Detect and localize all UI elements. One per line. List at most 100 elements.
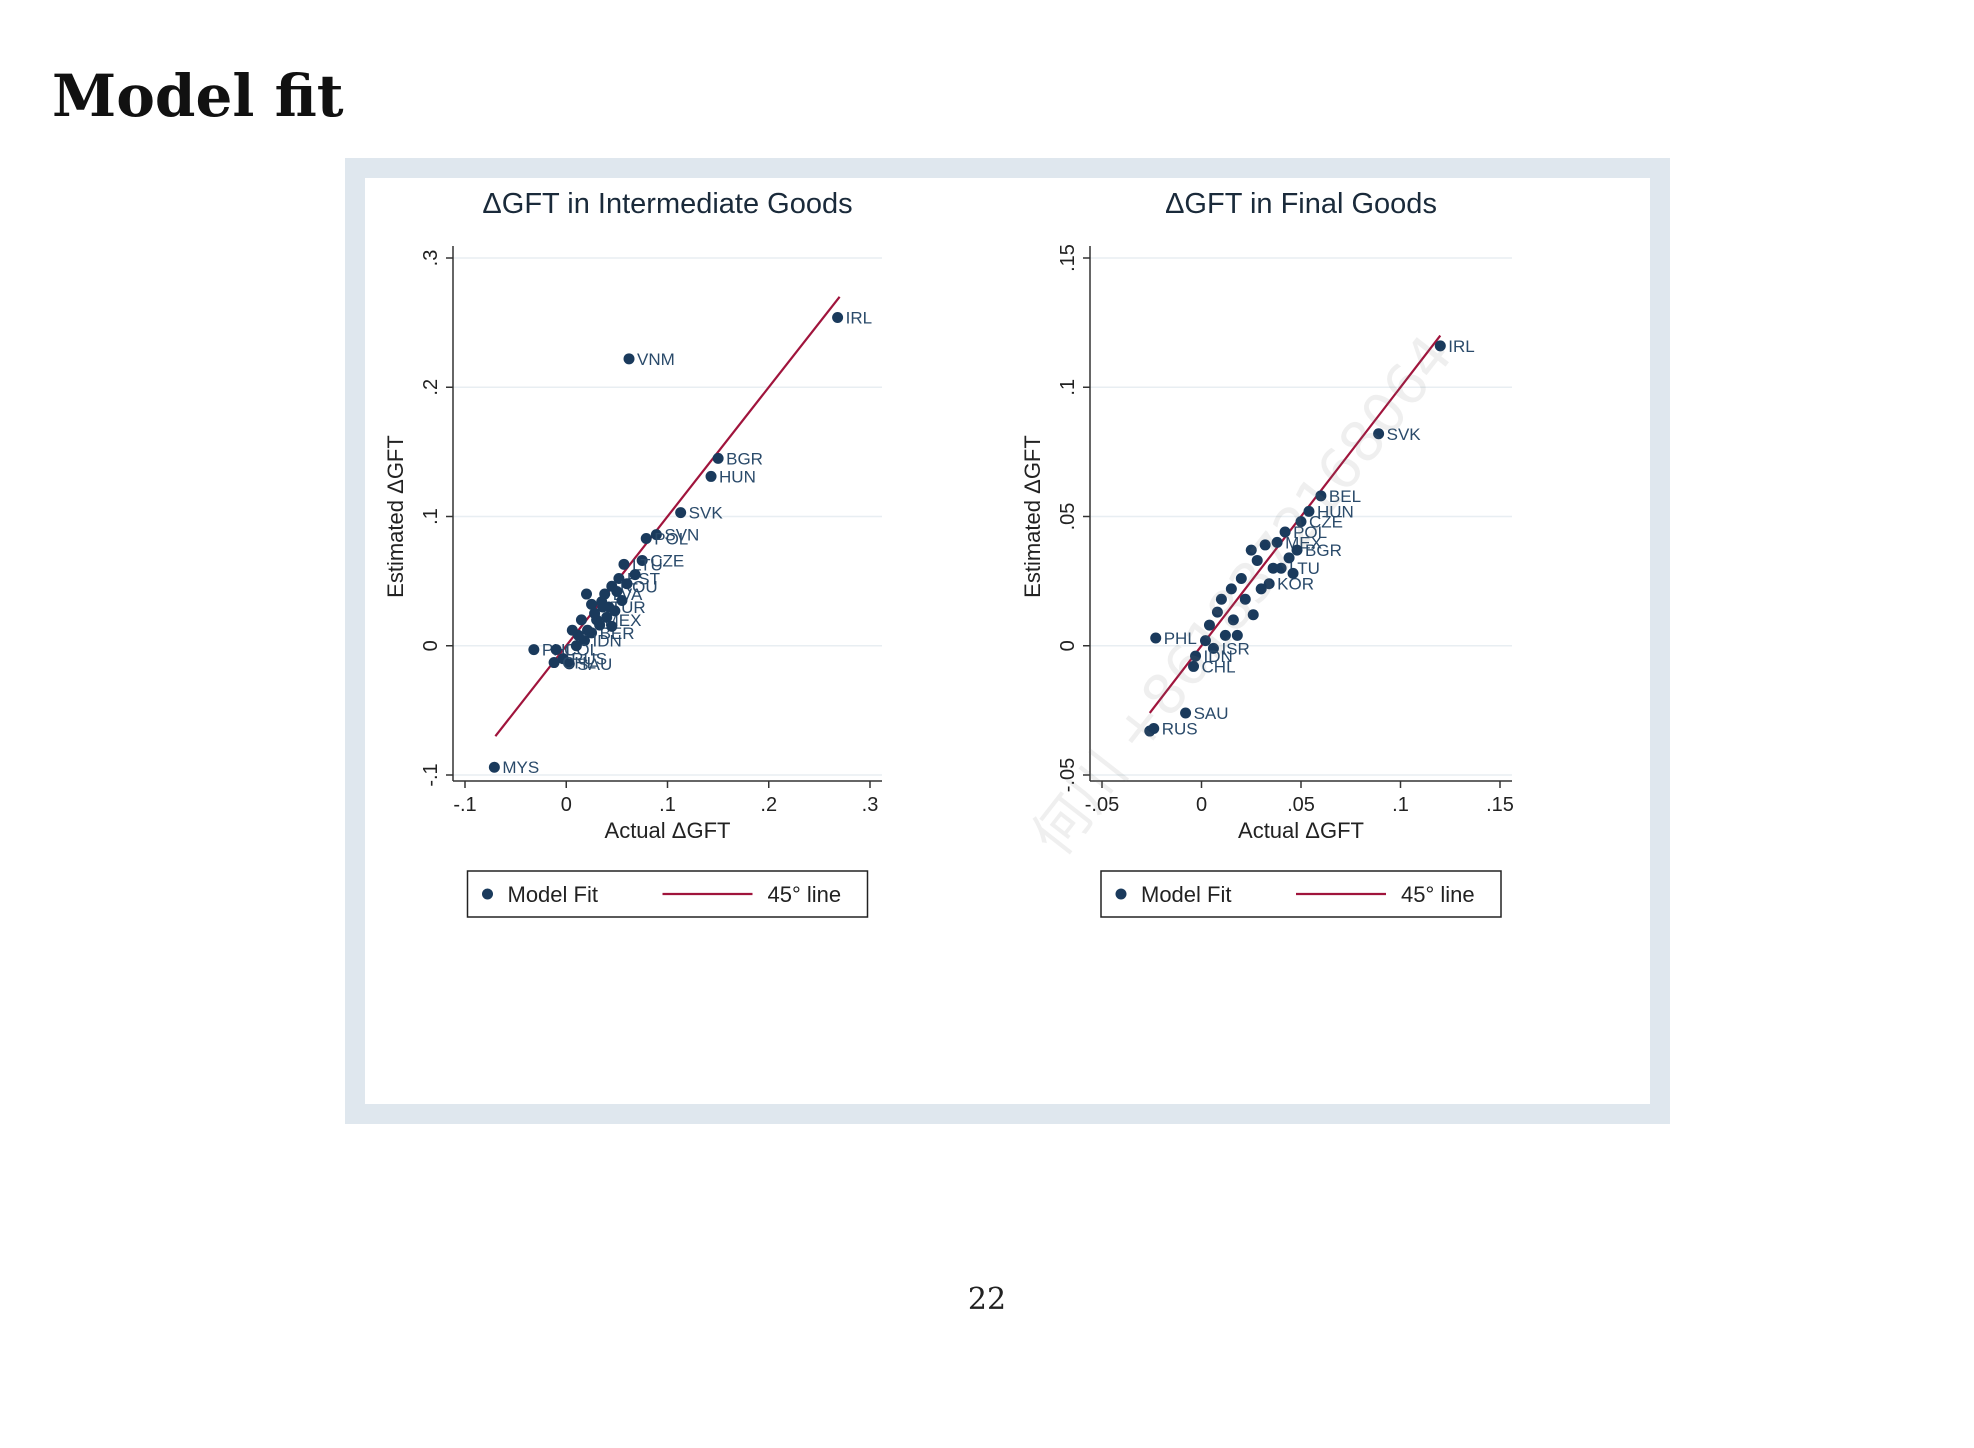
x-tick-label: 0 xyxy=(1196,794,1207,816)
point-label: SAU xyxy=(577,655,612,674)
data-point xyxy=(1247,609,1259,621)
data-point xyxy=(586,598,598,610)
y-tick-label: .2 xyxy=(420,379,442,396)
data-point xyxy=(1235,573,1247,585)
x-tick-label: .15 xyxy=(1486,794,1514,816)
data-point xyxy=(616,595,628,607)
data-point xyxy=(1291,544,1303,556)
data-point xyxy=(1259,539,1271,551)
slide-title: Model fit xyxy=(52,62,344,130)
data-point xyxy=(1267,562,1279,574)
data-point xyxy=(601,611,613,623)
data-point xyxy=(650,529,662,541)
legend-label-45-line: 45° line xyxy=(768,882,842,907)
data-point xyxy=(1287,567,1299,579)
data-point xyxy=(566,624,578,636)
figure-canvas: -.1 0 .1 .2 .3 -.1 0 .1 .2 .3 ΔGFT in Intermediate… xyxy=(365,178,1650,1104)
data-point xyxy=(1231,629,1243,641)
point-label: CZE xyxy=(650,551,684,570)
y-tick-label: -.1 xyxy=(420,763,442,786)
data-point xyxy=(1251,554,1263,566)
data-point xyxy=(1283,552,1295,564)
data-point xyxy=(623,353,635,365)
point-label: KOR xyxy=(1277,575,1314,594)
data-point xyxy=(1203,619,1215,631)
data-point xyxy=(640,532,652,544)
point-label: LTU xyxy=(632,555,663,574)
data-point xyxy=(563,658,575,670)
data-point xyxy=(621,578,633,590)
data-point xyxy=(613,573,625,585)
data-point xyxy=(1180,707,1192,719)
point-label: SVN xyxy=(664,526,699,545)
point-label: ISR xyxy=(1221,639,1249,658)
x-tick-label: -.1 xyxy=(453,794,476,816)
data-point xyxy=(832,311,844,323)
data-point xyxy=(1225,583,1237,595)
page-number: 22 xyxy=(967,1282,1007,1317)
point-label: VNM xyxy=(637,350,675,369)
point-label: MYS xyxy=(502,758,539,777)
point-label: CZE xyxy=(1309,513,1343,532)
y-axis-label: Estimated ΔGFT xyxy=(383,435,408,598)
point-label: IRL xyxy=(1448,337,1474,356)
x-tick-label: .1 xyxy=(659,794,676,816)
data-point xyxy=(589,607,601,619)
point-label: RUS xyxy=(571,650,607,669)
data-point xyxy=(570,640,582,652)
y-tick-label: 0 xyxy=(1057,640,1079,651)
data-point xyxy=(528,644,540,656)
data-point xyxy=(712,452,724,464)
data-point xyxy=(1255,583,1267,595)
data-point xyxy=(1211,606,1223,618)
point-label: BEL xyxy=(1329,487,1361,506)
point-label: HUN xyxy=(719,467,756,486)
point-label: POL xyxy=(1293,523,1327,542)
data-point xyxy=(606,620,618,632)
legend-label-model-fit: Model Fit xyxy=(1141,882,1231,907)
data-point xyxy=(1188,660,1200,672)
point-label: SVK xyxy=(1387,425,1422,444)
data-point xyxy=(1315,490,1327,502)
x-axis-label: Actual ΔGFT xyxy=(1238,818,1364,843)
data-point xyxy=(618,558,630,570)
y-tick-label: .05 xyxy=(1057,503,1079,531)
y-tick-label: .1 xyxy=(1057,379,1079,396)
point-label: BGR xyxy=(726,449,763,468)
data-point xyxy=(1215,593,1227,605)
figure-frame: -.1 0 .1 .2 .3 -.1 0 .1 .2 .3 ΔGFT in Intermediate… xyxy=(345,158,1670,1124)
data-point xyxy=(636,554,648,566)
point-label: RUS xyxy=(1162,719,1198,738)
point-label: IRL xyxy=(846,308,872,327)
data-point xyxy=(1271,536,1283,548)
data-point xyxy=(1295,516,1307,528)
point-label: CHL xyxy=(562,654,596,673)
data-point xyxy=(1434,340,1446,352)
point-label: BGR xyxy=(1305,541,1342,560)
x-tick-label: .05 xyxy=(1287,794,1315,816)
data-point xyxy=(1303,505,1315,517)
data-point xyxy=(609,605,621,617)
point-label: IDN xyxy=(592,632,621,651)
data-point xyxy=(629,569,641,581)
data-point xyxy=(1263,578,1275,590)
data-point xyxy=(1373,428,1385,440)
data-point xyxy=(1275,562,1287,574)
data-point xyxy=(488,761,500,773)
legend-label-45-line: 45° line xyxy=(1401,882,1475,907)
point-label: IDN xyxy=(1204,647,1233,666)
data-point xyxy=(1219,629,1231,641)
data-point xyxy=(1144,725,1156,737)
point-label: SVK xyxy=(689,504,724,523)
legend-marker xyxy=(1115,888,1127,900)
point-label: SAU xyxy=(1194,704,1229,723)
data-point xyxy=(1207,642,1219,654)
y-tick-label: -.05 xyxy=(1057,758,1079,792)
data-point xyxy=(1190,650,1202,662)
data-point xyxy=(575,614,587,626)
y-tick-label: 0 xyxy=(420,640,442,651)
data-point xyxy=(582,624,594,636)
data-point xyxy=(1239,593,1251,605)
data-point xyxy=(1227,614,1239,626)
fit-line-45 xyxy=(1148,334,1442,714)
